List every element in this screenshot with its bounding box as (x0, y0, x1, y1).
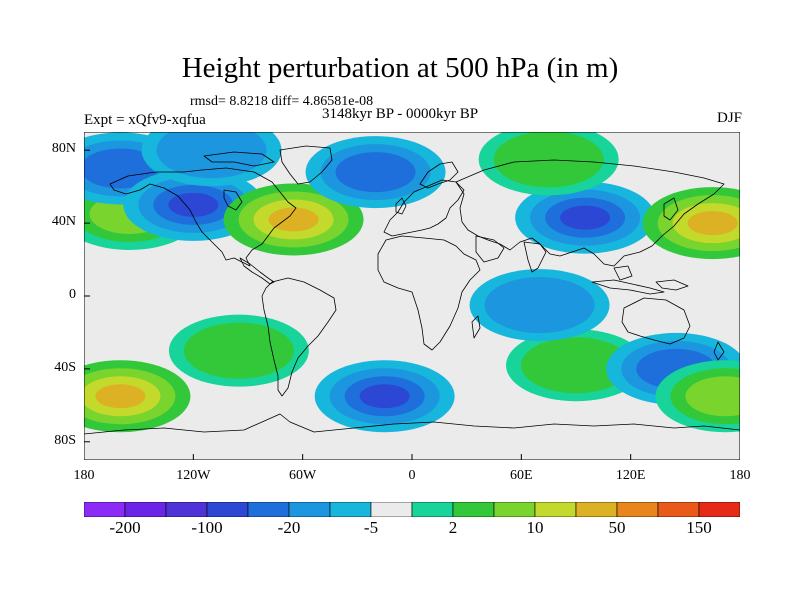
anomaly-contour-9-3 (95, 384, 146, 409)
coast-australia (621, 297, 691, 345)
coast-scandinavia (419, 161, 459, 189)
coast-india (523, 241, 547, 273)
coast-hudson-bay (223, 189, 243, 211)
colorbar-swatch (452, 502, 495, 517)
anomaly-contour-14-2 (685, 376, 740, 417)
colorbar-label: -5 (363, 518, 379, 537)
y-tick-label: 40N (51, 214, 76, 230)
colorbar-label: 150 (686, 518, 712, 537)
plot-title: Height perturbation at 500 hPa (in m) (181, 52, 619, 84)
colorbar-swatch (575, 502, 618, 517)
colorbar-label: -20 (277, 518, 301, 537)
colorbar-swatch (288, 502, 331, 517)
coast-greenland (279, 145, 333, 185)
colorbar-swatch (124, 502, 167, 517)
colorbar-swatch (657, 502, 700, 517)
stats-label: rmsd= 8.8218 diff= 4.86581e-08 (190, 94, 374, 109)
y-tick-label: 80S (54, 432, 76, 448)
x-tick-label: 0 (408, 468, 416, 483)
x-tick-label: 180 (729, 468, 751, 483)
coast-africa (377, 235, 481, 351)
anomaly-contour-1-2 (84, 148, 161, 189)
x-tick-label: 60W (289, 468, 317, 483)
colorbar-swatch (247, 502, 290, 517)
coast-new-zealand (713, 341, 725, 361)
colorbar-swatch (534, 502, 577, 517)
coast-borneo (613, 265, 633, 281)
x-tick-label: 60E (510, 468, 533, 483)
colorbar-label: 2 (448, 518, 458, 537)
y-tick-label: 80N (51, 141, 76, 157)
colorbar-label: 10 (526, 518, 544, 537)
coast-arctic-islands (203, 151, 275, 167)
anomaly-field (84, 132, 740, 433)
colorbar-swatch (616, 502, 659, 517)
anomaly-contour-11-3 (359, 384, 410, 409)
anomaly-contour-10-1 (183, 322, 294, 379)
colorbar-label: 50 (608, 518, 626, 537)
anomaly-contour-4-3 (268, 207, 319, 232)
x-tick-label: 120E (615, 468, 646, 483)
experiment-label: Expt = xQfv9-xqfua (84, 112, 206, 128)
coast-madagascar (471, 315, 481, 339)
map-ticks (84, 149, 740, 460)
colorbar-swatch (493, 502, 536, 517)
coast-north-america (109, 167, 297, 267)
anomaly-map (84, 132, 740, 460)
anomaly-contour-7-1 (493, 132, 604, 188)
anomaly-contour-5-2 (335, 152, 416, 193)
y-tick-label: 0 (69, 287, 76, 302)
coast-british-isles (395, 197, 407, 215)
period-label: 3148kyr BP - 0000kyr BP (322, 106, 479, 122)
colorbar-swatch (329, 502, 372, 517)
colorbar-swatch (698, 502, 740, 517)
coast-new-guinea (655, 279, 689, 291)
colorbar-swatch (370, 502, 413, 517)
coast-asia (455, 159, 725, 267)
y-tick-label: 40S (54, 359, 76, 375)
x-tick-label: 120W (176, 468, 211, 483)
colorbar-swatch (206, 502, 249, 517)
colorbar-swatch (84, 502, 126, 517)
colorbar-label: -100 (191, 518, 223, 537)
season-label: DJF (716, 110, 742, 126)
coast-central-america (239, 257, 275, 285)
coast-indonesia (591, 279, 665, 295)
colorbar (84, 502, 740, 517)
anomaly-contour-15-1 (484, 277, 595, 334)
anomaly-contour-12-1 (521, 337, 631, 394)
colorbar-label: -200 (109, 518, 141, 537)
coast-south-america (261, 277, 337, 397)
anomaly-contour-8-3 (687, 211, 738, 236)
coast-japan (663, 197, 679, 221)
anomaly-contour-6-3 (560, 205, 611, 230)
colorbar-swatch (165, 502, 208, 517)
x-tick-label: 180 (73, 468, 95, 483)
coast-antarctica (84, 413, 740, 435)
colorbar-swatch (411, 502, 454, 517)
coast-arabia (475, 235, 505, 263)
coastlines (84, 145, 740, 435)
anomaly-contour-2-3 (168, 192, 219, 217)
